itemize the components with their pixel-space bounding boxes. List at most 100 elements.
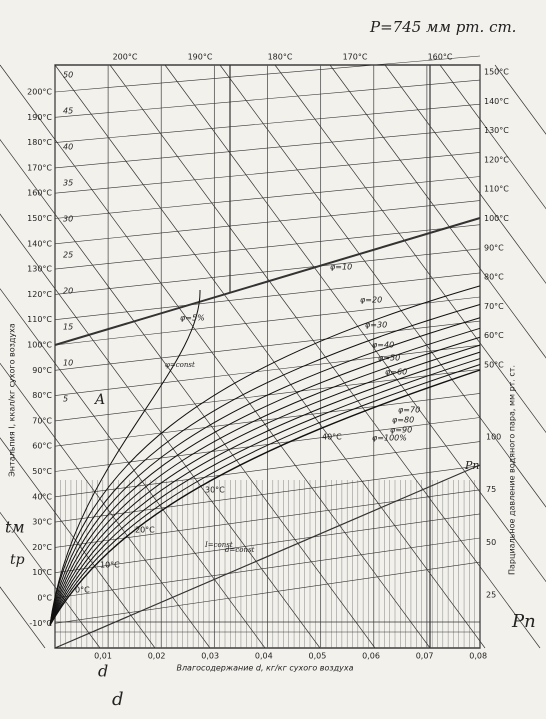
grid-line (54, 344, 481, 396)
grid-line (0, 288, 266, 649)
phi-curve (49, 344, 481, 626)
label: I=const (204, 541, 233, 549)
label: 120°C (27, 290, 52, 299)
label: 170°C (27, 163, 52, 172)
label: A (93, 392, 105, 408)
grid-line (164, 64, 546, 583)
label: 160°C (428, 53, 453, 62)
label: 70°C (32, 416, 52, 425)
label: φ=30 (365, 321, 387, 330)
label: 100°C (484, 214, 509, 223)
label: 180°C (268, 53, 293, 62)
label: φ=90 (390, 426, 412, 435)
label: 15 (63, 323, 73, 332)
label: 0,06 (362, 652, 380, 661)
grid-line (54, 176, 481, 219)
label: 80°C (484, 273, 504, 282)
label: 50°C (32, 467, 52, 476)
label: φ=80 (392, 416, 414, 425)
label: 190°C (27, 113, 52, 122)
label: 10°C (32, 568, 52, 577)
label: 20 (63, 287, 73, 296)
label: d (98, 662, 108, 681)
label: 100°C (27, 341, 52, 350)
label: 60°C (32, 442, 52, 451)
grid-line (54, 417, 481, 472)
label: 200°C (27, 88, 52, 97)
labels: P=745 мм рт. ст.200°C190°C180°C170°C160°… (5, 18, 536, 710)
label: φ=10 (330, 263, 352, 272)
label: 170°C (343, 53, 368, 62)
phi-curve (49, 358, 481, 626)
label: 25 (486, 591, 496, 600)
label: 130°C (27, 265, 52, 274)
grid-line (439, 64, 546, 210)
grid-line (0, 64, 431, 649)
phi-curve (49, 304, 481, 626)
grid-line (54, 320, 481, 371)
grid-line (0, 138, 376, 649)
label: 0,01 (94, 652, 112, 661)
grid-line (54, 217, 481, 346)
label: Pn (511, 611, 536, 632)
label: φ=60 (385, 368, 407, 377)
label: 10°C (100, 561, 120, 570)
grid-line (0, 362, 211, 649)
label: 50 (486, 538, 496, 547)
label: 0,05 (308, 652, 326, 661)
label: -10°C (29, 619, 52, 628)
grid-line (54, 103, 481, 143)
label: 75 (486, 485, 496, 494)
label: 45 (63, 107, 73, 116)
label: 90°C (32, 366, 52, 375)
label: 0,04 (255, 652, 273, 661)
label: 30°C (32, 518, 52, 527)
label: 0,08 (469, 652, 487, 661)
label: 120°C (484, 155, 509, 164)
label: φ=40 (372, 341, 394, 350)
label: 200°C (113, 53, 138, 62)
label: Парциальное давление водяного пара, мм р… (508, 365, 517, 575)
label: 25 (63, 251, 73, 260)
label: 10 (63, 359, 73, 368)
phi-curve (49, 289, 201, 626)
label: Энтальпия I, ккал/кг сухого воздуха (8, 323, 17, 477)
label: 60°C (484, 331, 504, 340)
label: 150°C (484, 68, 509, 77)
phi-curve (49, 369, 481, 626)
phi-curve (49, 351, 481, 626)
label: P=745 мм рт. ст. (369, 18, 516, 36)
label: 180°C (27, 138, 52, 147)
grid-line (109, 64, 541, 649)
label: 130°C (484, 126, 509, 135)
phi-curve (49, 327, 481, 626)
label: 110°C (484, 185, 509, 194)
grid-line (329, 64, 546, 359)
grid-line (54, 537, 481, 599)
grid-line (54, 296, 481, 346)
phi-curve (49, 285, 481, 626)
label: 50 (63, 71, 73, 80)
grid-line (54, 200, 481, 245)
grid-line (54, 79, 481, 118)
grid (0, 55, 546, 649)
label: 5 (63, 395, 68, 404)
label: Pn (464, 459, 480, 472)
label: 90°C (484, 243, 504, 252)
grid-line (54, 152, 481, 194)
label: φ=const (165, 361, 195, 369)
label: 140°C (27, 239, 52, 248)
phi-curve (49, 364, 481, 626)
grid-line (54, 393, 481, 447)
label: φ=20 (360, 296, 382, 305)
label: d (112, 689, 124, 710)
label: 110°C (27, 315, 52, 324)
label: 100 (486, 433, 501, 442)
grid-line (54, 224, 481, 270)
label: 190°C (188, 53, 213, 62)
label: 0°C (37, 594, 52, 603)
label: tр (10, 552, 25, 568)
grid-line (54, 64, 486, 649)
grid-line (54, 464, 481, 649)
